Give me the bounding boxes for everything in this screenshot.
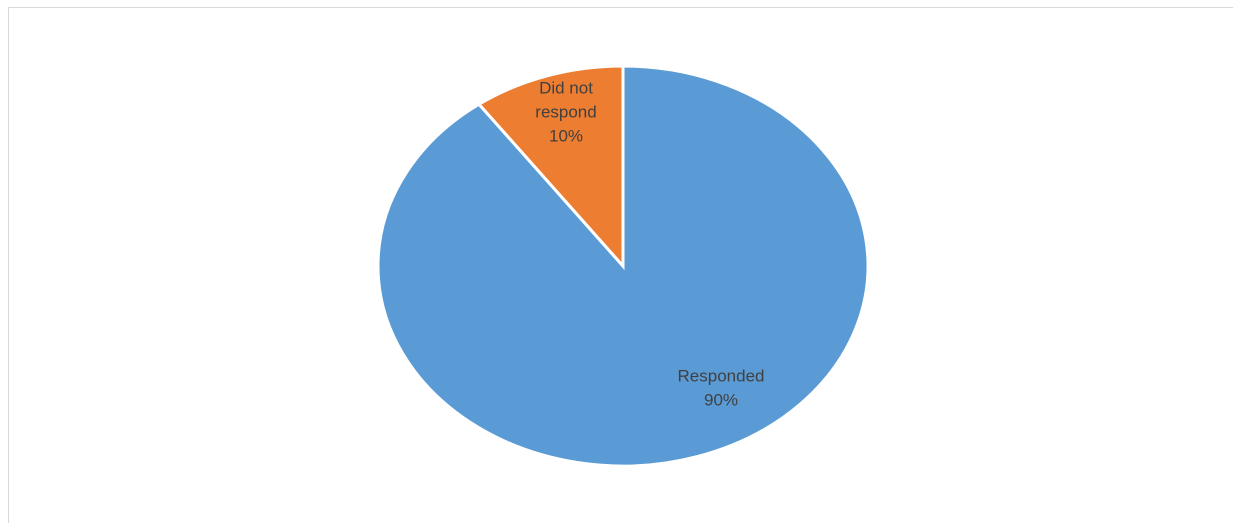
pie-labels: Responded 90% Did not respond 10% (535, 78, 764, 409)
pie-slice-1 (376, 64, 870, 468)
slice-percent-label: 10% (549, 126, 583, 145)
slice-category-label: Responded (678, 366, 765, 385)
slice-category-label: respond (535, 102, 596, 121)
slice-percent-label: 90% (704, 390, 738, 409)
slice-category-label: Did not (539, 78, 593, 97)
pie-slices (376, 64, 870, 468)
pie-slice-2 (476, 64, 625, 270)
